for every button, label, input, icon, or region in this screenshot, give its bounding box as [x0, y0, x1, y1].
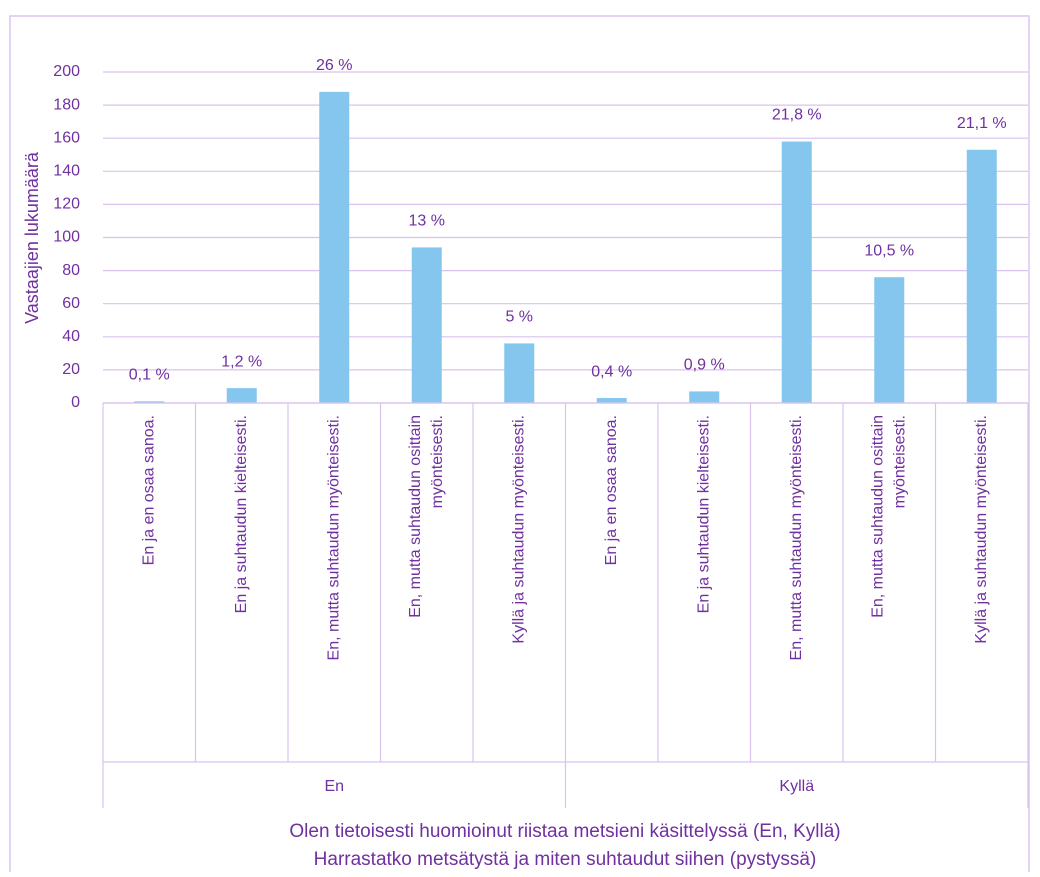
bar — [319, 91, 350, 404]
x-tick-label: En, mutta suhtaudun osittain myönteisesti… — [407, 415, 446, 618]
x-tick-label: Kyllä ja suhtaudun myönteisesti. — [973, 415, 990, 644]
bar — [966, 149, 997, 403]
data-label: 21,1 % — [957, 115, 1007, 132]
y-tick-label: 140 — [53, 163, 80, 180]
bar — [134, 401, 165, 403]
data-label: 21,8 % — [772, 107, 822, 124]
bar — [411, 247, 442, 403]
x-tick-label: En ja en osaa sanoa. — [140, 415, 157, 565]
x-tick-label: En, mutta suhtaudun myönteisesti. — [788, 415, 805, 660]
x-tick-label: En ja suhtaudun kielteisesti. — [233, 415, 250, 613]
data-label: 0,4 % — [591, 363, 632, 380]
x-tick-label: En ja suhtaudun kielteisesti. — [695, 415, 712, 613]
group-label: Kyllä — [779, 778, 814, 795]
data-label: 0,1 % — [129, 367, 170, 384]
x-tick-label: Kyllä ja suhtaudun myönteisesti. — [510, 415, 527, 644]
bar — [781, 141, 812, 403]
x-tick-label: En, mutta suhtaudun osittain myönteisesti… — [869, 415, 908, 618]
x-tick-label: En ja en osaa sanoa. — [603, 415, 620, 565]
data-label: 1,2 % — [221, 353, 262, 370]
group-label: En — [324, 778, 344, 795]
data-label: 0,9 % — [684, 357, 725, 374]
y-axis-title: Vastaajien lukumäärä — [22, 151, 42, 324]
y-tick-label: 0 — [71, 394, 80, 411]
bar — [874, 277, 905, 403]
y-tick-label: 60 — [62, 295, 80, 312]
bar — [226, 388, 257, 403]
data-label: 13 % — [409, 213, 445, 230]
x-axis-title: Harrastatko metsätystä ja miten suhtaudu… — [314, 849, 817, 870]
y-tick-label: 160 — [53, 129, 80, 146]
bar — [504, 343, 535, 403]
data-label: 26 % — [316, 57, 352, 74]
data-label: 10,5 % — [864, 242, 914, 259]
y-tick-label: 200 — [53, 63, 80, 80]
y-tick-label: 40 — [62, 328, 80, 345]
y-tick-label: 180 — [53, 96, 80, 113]
data-label: 5 % — [505, 309, 533, 326]
y-tick-label: 100 — [53, 229, 80, 246]
chart-border — [9, 15, 1030, 877]
y-tick-label: 20 — [62, 361, 80, 378]
y-tick-label: 120 — [53, 196, 80, 213]
bar — [596, 398, 627, 403]
y-tick-label: 80 — [62, 262, 80, 279]
x-axis-title: Olen tietoisesti huomioinut riistaa mets… — [289, 821, 840, 842]
bar — [689, 391, 720, 403]
x-tick-label: En, mutta suhtaudun myönteisesti. — [325, 415, 342, 660]
